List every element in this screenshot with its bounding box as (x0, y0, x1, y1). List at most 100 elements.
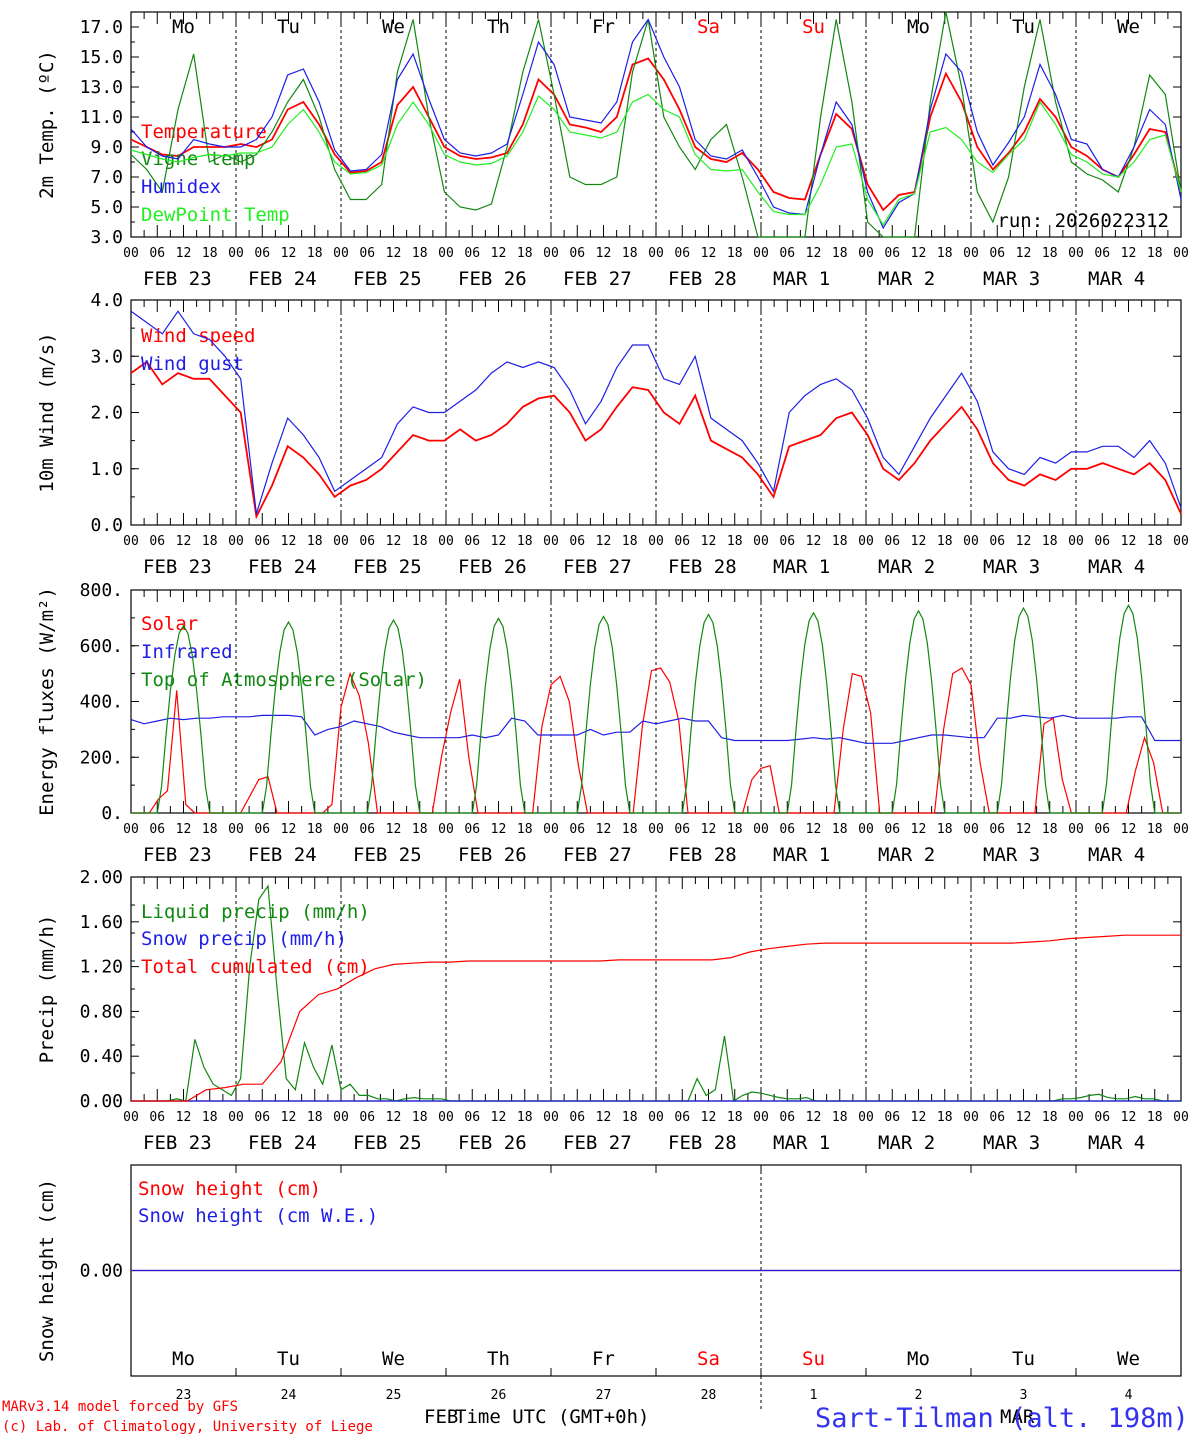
date-label: FEB 24 (248, 268, 317, 290)
x-hour-label: 00 (333, 822, 349, 837)
x-hour-label: 18 (517, 246, 533, 261)
x-hour-label: 18 (727, 534, 743, 549)
x-hour-label: 00 (438, 534, 454, 549)
x-hour-label: 00 (963, 534, 979, 549)
x-hour-label: 12 (1016, 534, 1032, 549)
x-hour-label: 12 (281, 534, 297, 549)
x-hour-label: 00 (753, 246, 769, 261)
x-hour-label: 00 (858, 534, 874, 549)
x-hour-label: 18 (1147, 246, 1163, 261)
y-tick-label: 13.0 (80, 77, 123, 98)
legend-entry: Snow height (cm) (138, 1178, 321, 1200)
series-line-wind-gust (130, 310, 1182, 514)
y-tick-label: 3.0 (90, 227, 123, 248)
y-tick-label: 3.0 (90, 346, 123, 367)
y-tick-label: 5.0 (90, 197, 123, 218)
x-hour-label: 06 (989, 246, 1005, 261)
x-hour-label: 06 (1094, 246, 1110, 261)
x-hour-label: 00 (333, 246, 349, 261)
y-tick-label: 200. (80, 747, 123, 768)
x-hour-label: 18 (727, 822, 743, 837)
x-hour-label: 00 (333, 534, 349, 549)
x-hour-label: 00 (438, 1110, 454, 1125)
day-label: We (1117, 16, 1140, 38)
x-hour-label: 00 (1173, 246, 1189, 261)
x-hour-label: 00 (228, 246, 244, 261)
x-hour-label: 00 (753, 1110, 769, 1125)
x-hour-label: 12 (386, 246, 402, 261)
y-tick-label: 0.00 (80, 1261, 123, 1282)
x-hour-label: 06 (779, 246, 795, 261)
x-hour-label: 18 (1042, 246, 1058, 261)
date-label: MAR 3 (983, 268, 1040, 290)
legend-entry: Total cumulated (cm) (141, 956, 370, 978)
series-line-humidex (130, 18, 1182, 230)
date-label: FEB 24 (248, 1132, 317, 1154)
footer-feb: FEB (424, 1406, 458, 1428)
x-hour-label: 06 (569, 822, 585, 837)
x-hour-label: 06 (464, 822, 480, 837)
date-label: MAR 3 (983, 556, 1040, 578)
x-hour-label: 00 (228, 1110, 244, 1125)
x-hour-label: 00 (228, 534, 244, 549)
date-label: FEB 26 (458, 1132, 527, 1154)
y-axis-label: Energy fluxes (W/m²) (36, 587, 58, 816)
x-hour-label: 12 (1121, 246, 1137, 261)
x-hour-label: 12 (386, 534, 402, 549)
x-hour-label: 00 (963, 822, 979, 837)
y-axis-label: 2m Temp. (ºC) (36, 50, 58, 199)
legend-entry: Wind gust (141, 353, 244, 375)
y-axis-label: Snow height (cm) (36, 1179, 58, 1362)
series-line-dewpoint-temp (130, 93, 1182, 227)
x-hour-label: 00 (753, 534, 769, 549)
x-hour-label: 12 (911, 246, 927, 261)
day-number-label: 27 (596, 1388, 612, 1403)
y-tick-label: 1.0 (90, 459, 123, 480)
x-hour-label: 06 (149, 1110, 165, 1125)
date-label: FEB 23 (143, 844, 212, 866)
series-line-infrared (130, 714, 1181, 744)
x-hour-label: 06 (884, 534, 900, 549)
x-hour-label: 12 (806, 534, 822, 549)
x-hour-label: 18 (937, 246, 953, 261)
x-hour-label: 18 (622, 246, 638, 261)
x-hour-label: 06 (884, 246, 900, 261)
x-hour-label: 00 (438, 246, 454, 261)
x-hour-label: 06 (254, 534, 270, 549)
x-hour-label: 18 (412, 246, 428, 261)
x-hour-label: 18 (307, 246, 323, 261)
date-label: FEB 28 (668, 844, 737, 866)
x-hour-label: 06 (674, 1110, 690, 1125)
date-label: MAR 4 (1088, 556, 1145, 578)
series-line-total-cumulated-cm- (131, 934, 1181, 1102)
day-label: Fr (592, 16, 615, 38)
y-tick-label: 17.0 (80, 17, 123, 38)
day-label: Sa (697, 16, 720, 38)
date-label: FEB 23 (143, 1132, 212, 1154)
day-label: Tu (277, 16, 300, 38)
day-label: Mo (172, 16, 195, 38)
day-number-label: 1 (810, 1388, 818, 1403)
x-hour-label: 12 (911, 534, 927, 549)
x-hour-label: 18 (1042, 534, 1058, 549)
x-hour-label: 06 (149, 246, 165, 261)
x-hour-label: 06 (569, 246, 585, 261)
date-label: FEB 25 (353, 1132, 422, 1154)
day-label: Tu (277, 1348, 300, 1370)
x-hour-label: 12 (701, 822, 717, 837)
x-hour-label: 00 (543, 822, 559, 837)
x-hour-label: 12 (176, 822, 192, 837)
x-hour-label: 06 (254, 1110, 270, 1125)
day-number-label: 23 (176, 1388, 192, 1403)
x-hour-label: 18 (202, 822, 218, 837)
x-hour-label: 18 (202, 1110, 218, 1125)
x-hour-label: 12 (176, 1110, 192, 1125)
x-hour-label: 12 (176, 246, 192, 261)
station-name: Sart-Tilman (alt. 198m) (815, 1403, 1189, 1434)
panel-3: 0. 200. 400. 600. 800. Energy fluxes (W/m²) 00… (36, 580, 1189, 866)
x-hour-label: 06 (779, 534, 795, 549)
y-tick-label: 800. (80, 580, 123, 601)
date-label: FEB 26 (458, 556, 527, 578)
date-label: FEB 24 (248, 556, 317, 578)
x-hour-label: 12 (176, 534, 192, 549)
